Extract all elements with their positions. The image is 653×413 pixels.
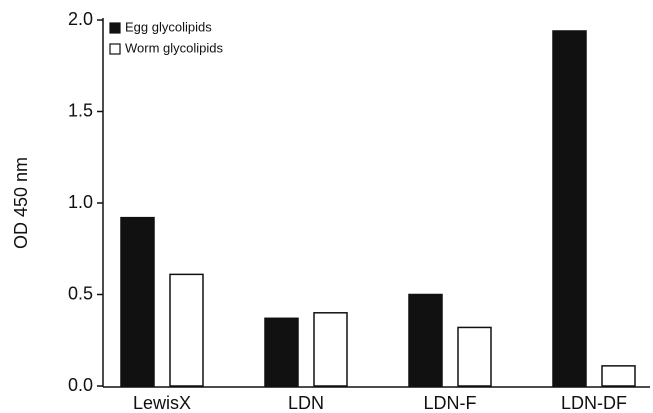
bar [169,273,204,387]
x-tick-label: LDN-F [424,393,477,413]
y-tick-label: 1.5 [68,100,93,120]
y-tick-label: 2.0 [68,9,93,29]
x-tick-label: LewisX [133,393,191,413]
legend-label: Worm glycolipids [125,40,224,55]
x-tick-label: LDN [288,393,324,413]
legend-swatch [109,43,121,55]
legend-swatch [109,22,121,34]
y-tick-label: 1.0 [68,192,93,212]
bar [313,312,348,387]
bar [601,365,636,387]
bar [264,317,299,387]
y-axis-label: OD 450 nm [11,157,31,249]
x-tick-label: LDN-DF [561,393,627,413]
legend: Egg glycolipids Worm glycolipids [109,19,224,55]
y-tick-label: 0.0 [68,375,93,395]
y-tick-label: 0.5 [68,283,93,303]
bar [457,326,492,387]
bar [120,216,155,387]
bar [552,30,587,387]
bar [408,293,443,387]
legend-label: Egg glycolipids [125,19,212,34]
